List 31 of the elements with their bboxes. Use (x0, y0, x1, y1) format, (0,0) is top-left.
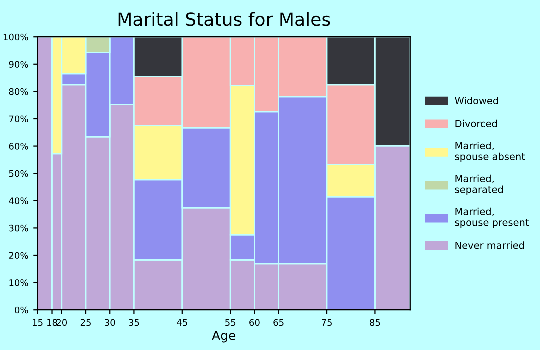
x-tick-label: 85 (370, 319, 380, 326)
legend-label: Married, separated (455, 174, 504, 196)
y-tick-label: 100% (4, 34, 28, 41)
legend-label: Divorced (456, 120, 498, 128)
x-tick-label: 18 (48, 319, 58, 326)
y-tick-label: 70% (9, 116, 28, 123)
legend-label: Widowed (455, 97, 498, 105)
legend-label: Married, spouse present (455, 208, 529, 228)
y-tick-label: 60% (9, 143, 28, 150)
x-tick-label: 25 (80, 319, 91, 326)
y-tick-label: 80% (9, 88, 28, 96)
x-tick-label: 60 (250, 319, 260, 326)
x-tick-label: 55 (226, 319, 236, 326)
x-axis-title: Age (212, 331, 236, 343)
legend-label: Married, spouse absent (455, 142, 526, 162)
y-tick-label: 10% (10, 280, 28, 286)
y-tick-label: 50% (9, 170, 28, 178)
x-tick-label: 15 (33, 319, 43, 326)
y-tick-label: 0% (15, 306, 28, 314)
y-tick-label: 40% (9, 198, 28, 204)
x-tick-label: 20 (56, 319, 68, 326)
chart-title: Marital Status for Males (118, 12, 330, 26)
y-tick-label: 90% (9, 61, 28, 68)
x-tick-label: 65 (274, 319, 284, 326)
x-tick-label: 35 (129, 319, 140, 326)
y-tick-label: 20% (9, 252, 28, 260)
x-tick-label: 75 (322, 319, 332, 326)
y-tick-label: 30% (9, 224, 28, 232)
x-tick-label: 45 (177, 319, 188, 326)
x-tick-label: 30 (105, 319, 116, 326)
legend-label: Never married (456, 242, 524, 250)
